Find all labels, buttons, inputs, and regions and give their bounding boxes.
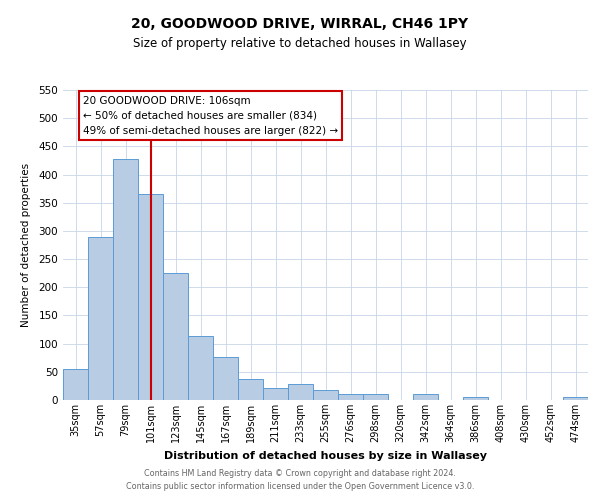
Bar: [413, 394, 438, 400]
Bar: [463, 397, 488, 400]
Bar: [63, 369, 88, 400]
Bar: [163, 273, 188, 400]
Bar: [338, 394, 363, 400]
Bar: [113, 160, 138, 400]
Bar: [563, 397, 588, 400]
Bar: [213, 357, 238, 400]
Bar: [138, 194, 163, 400]
Text: Size of property relative to detached houses in Wallasey: Size of property relative to detached ho…: [133, 38, 467, 51]
Bar: [313, 390, 338, 400]
Bar: [188, 336, 213, 400]
Bar: [88, 236, 113, 400]
Bar: [263, 388, 288, 400]
Bar: [363, 394, 388, 400]
Text: Contains HM Land Registry data © Crown copyright and database right 2024.: Contains HM Land Registry data © Crown c…: [144, 468, 456, 477]
Bar: [238, 378, 263, 400]
X-axis label: Distribution of detached houses by size in Wallasey: Distribution of detached houses by size …: [164, 450, 487, 460]
Text: Contains public sector information licensed under the Open Government Licence v3: Contains public sector information licen…: [126, 482, 474, 491]
Bar: [288, 384, 313, 400]
Text: 20 GOODWOOD DRIVE: 106sqm
← 50% of detached houses are smaller (834)
49% of semi: 20 GOODWOOD DRIVE: 106sqm ← 50% of detac…: [83, 96, 338, 136]
Text: 20, GOODWOOD DRIVE, WIRRAL, CH46 1PY: 20, GOODWOOD DRIVE, WIRRAL, CH46 1PY: [131, 18, 469, 32]
Y-axis label: Number of detached properties: Number of detached properties: [22, 163, 31, 327]
